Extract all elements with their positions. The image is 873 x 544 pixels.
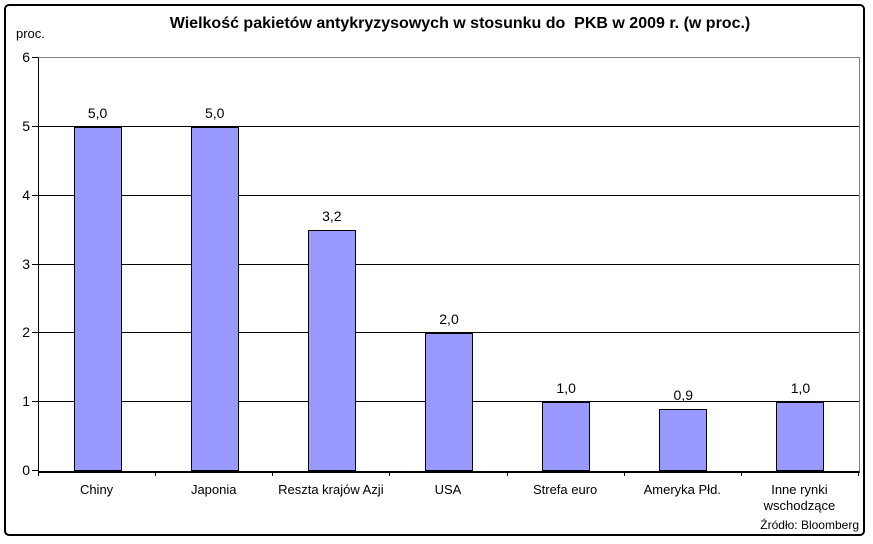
bar [190, 126, 239, 471]
chart-title: Wielkość pakietów antykryzysowych w stos… [169, 15, 751, 32]
outer-frame-border [4, 4, 865, 536]
bar [425, 333, 473, 471]
y-axis-tick-label: 1 [22, 393, 30, 410]
x-axis-tick [858, 472, 859, 476]
y-axis-unit-label: proc. [16, 26, 45, 41]
bar-value-label: 5,0 [204, 104, 225, 121]
y-axis-tick-label: 6 [22, 49, 30, 65]
bar [776, 402, 825, 471]
x-category-label: Strefa euro [532, 482, 598, 497]
x-axis-tick [389, 472, 391, 476]
x-axis-tick [740, 472, 742, 476]
bar-value-label: 2,0 [439, 311, 459, 328]
bar-value-label: 5,0 [87, 104, 108, 121]
gridline [39, 194, 859, 196]
x-category-label: Ameryka Płd. [643, 482, 721, 497]
y-axis-tick-label: 2 [22, 324, 30, 341]
x-category-label: Japonia [190, 482, 237, 497]
y-axis-tick-label: 4 [22, 186, 30, 203]
y-axis-tick [32, 263, 38, 265]
x-axis-tick [155, 472, 157, 476]
y-axis-tick [32, 57, 38, 58]
x-axis-tick [272, 472, 274, 476]
x-axis-tick [623, 472, 625, 476]
x-category-label: Chiny [79, 482, 114, 497]
y-axis-tick [32, 470, 38, 471]
gridline [39, 125, 859, 127]
bar-value-label: 1,0 [790, 380, 811, 397]
plot-area: 5,0 5,0 3,2 2,0 1,0 0,9 1,0 [38, 57, 860, 473]
x-category-label: Reszta krajów Azji [278, 482, 384, 497]
bar [73, 126, 122, 471]
y-axis-tick [32, 401, 38, 403]
bar [307, 230, 356, 471]
bar [542, 402, 591, 471]
x-category-label: USA [434, 482, 462, 497]
x-axis-tick [506, 472, 508, 476]
x-axis-tick [38, 472, 39, 476]
bar-value-label: 0,9 [673, 387, 694, 404]
y-axis-tick [32, 332, 38, 334]
bar [659, 409, 708, 471]
y-axis-tick [32, 194, 38, 196]
y-axis-tick-label: 3 [22, 255, 30, 272]
y-axis-tick [32, 125, 38, 127]
gridline [39, 263, 859, 265]
y-axis-tick-label: 5 [22, 117, 30, 134]
bar-value-label: 1,0 [556, 380, 576, 397]
gridline [39, 332, 859, 334]
x-category-label: Inne rynki wschodzące [763, 482, 836, 513]
source-note: Źródło: Bloomberg [760, 518, 859, 532]
y-axis-tick-label: 0 [22, 462, 30, 478]
bar-value-label: 3,2 [322, 208, 342, 225]
